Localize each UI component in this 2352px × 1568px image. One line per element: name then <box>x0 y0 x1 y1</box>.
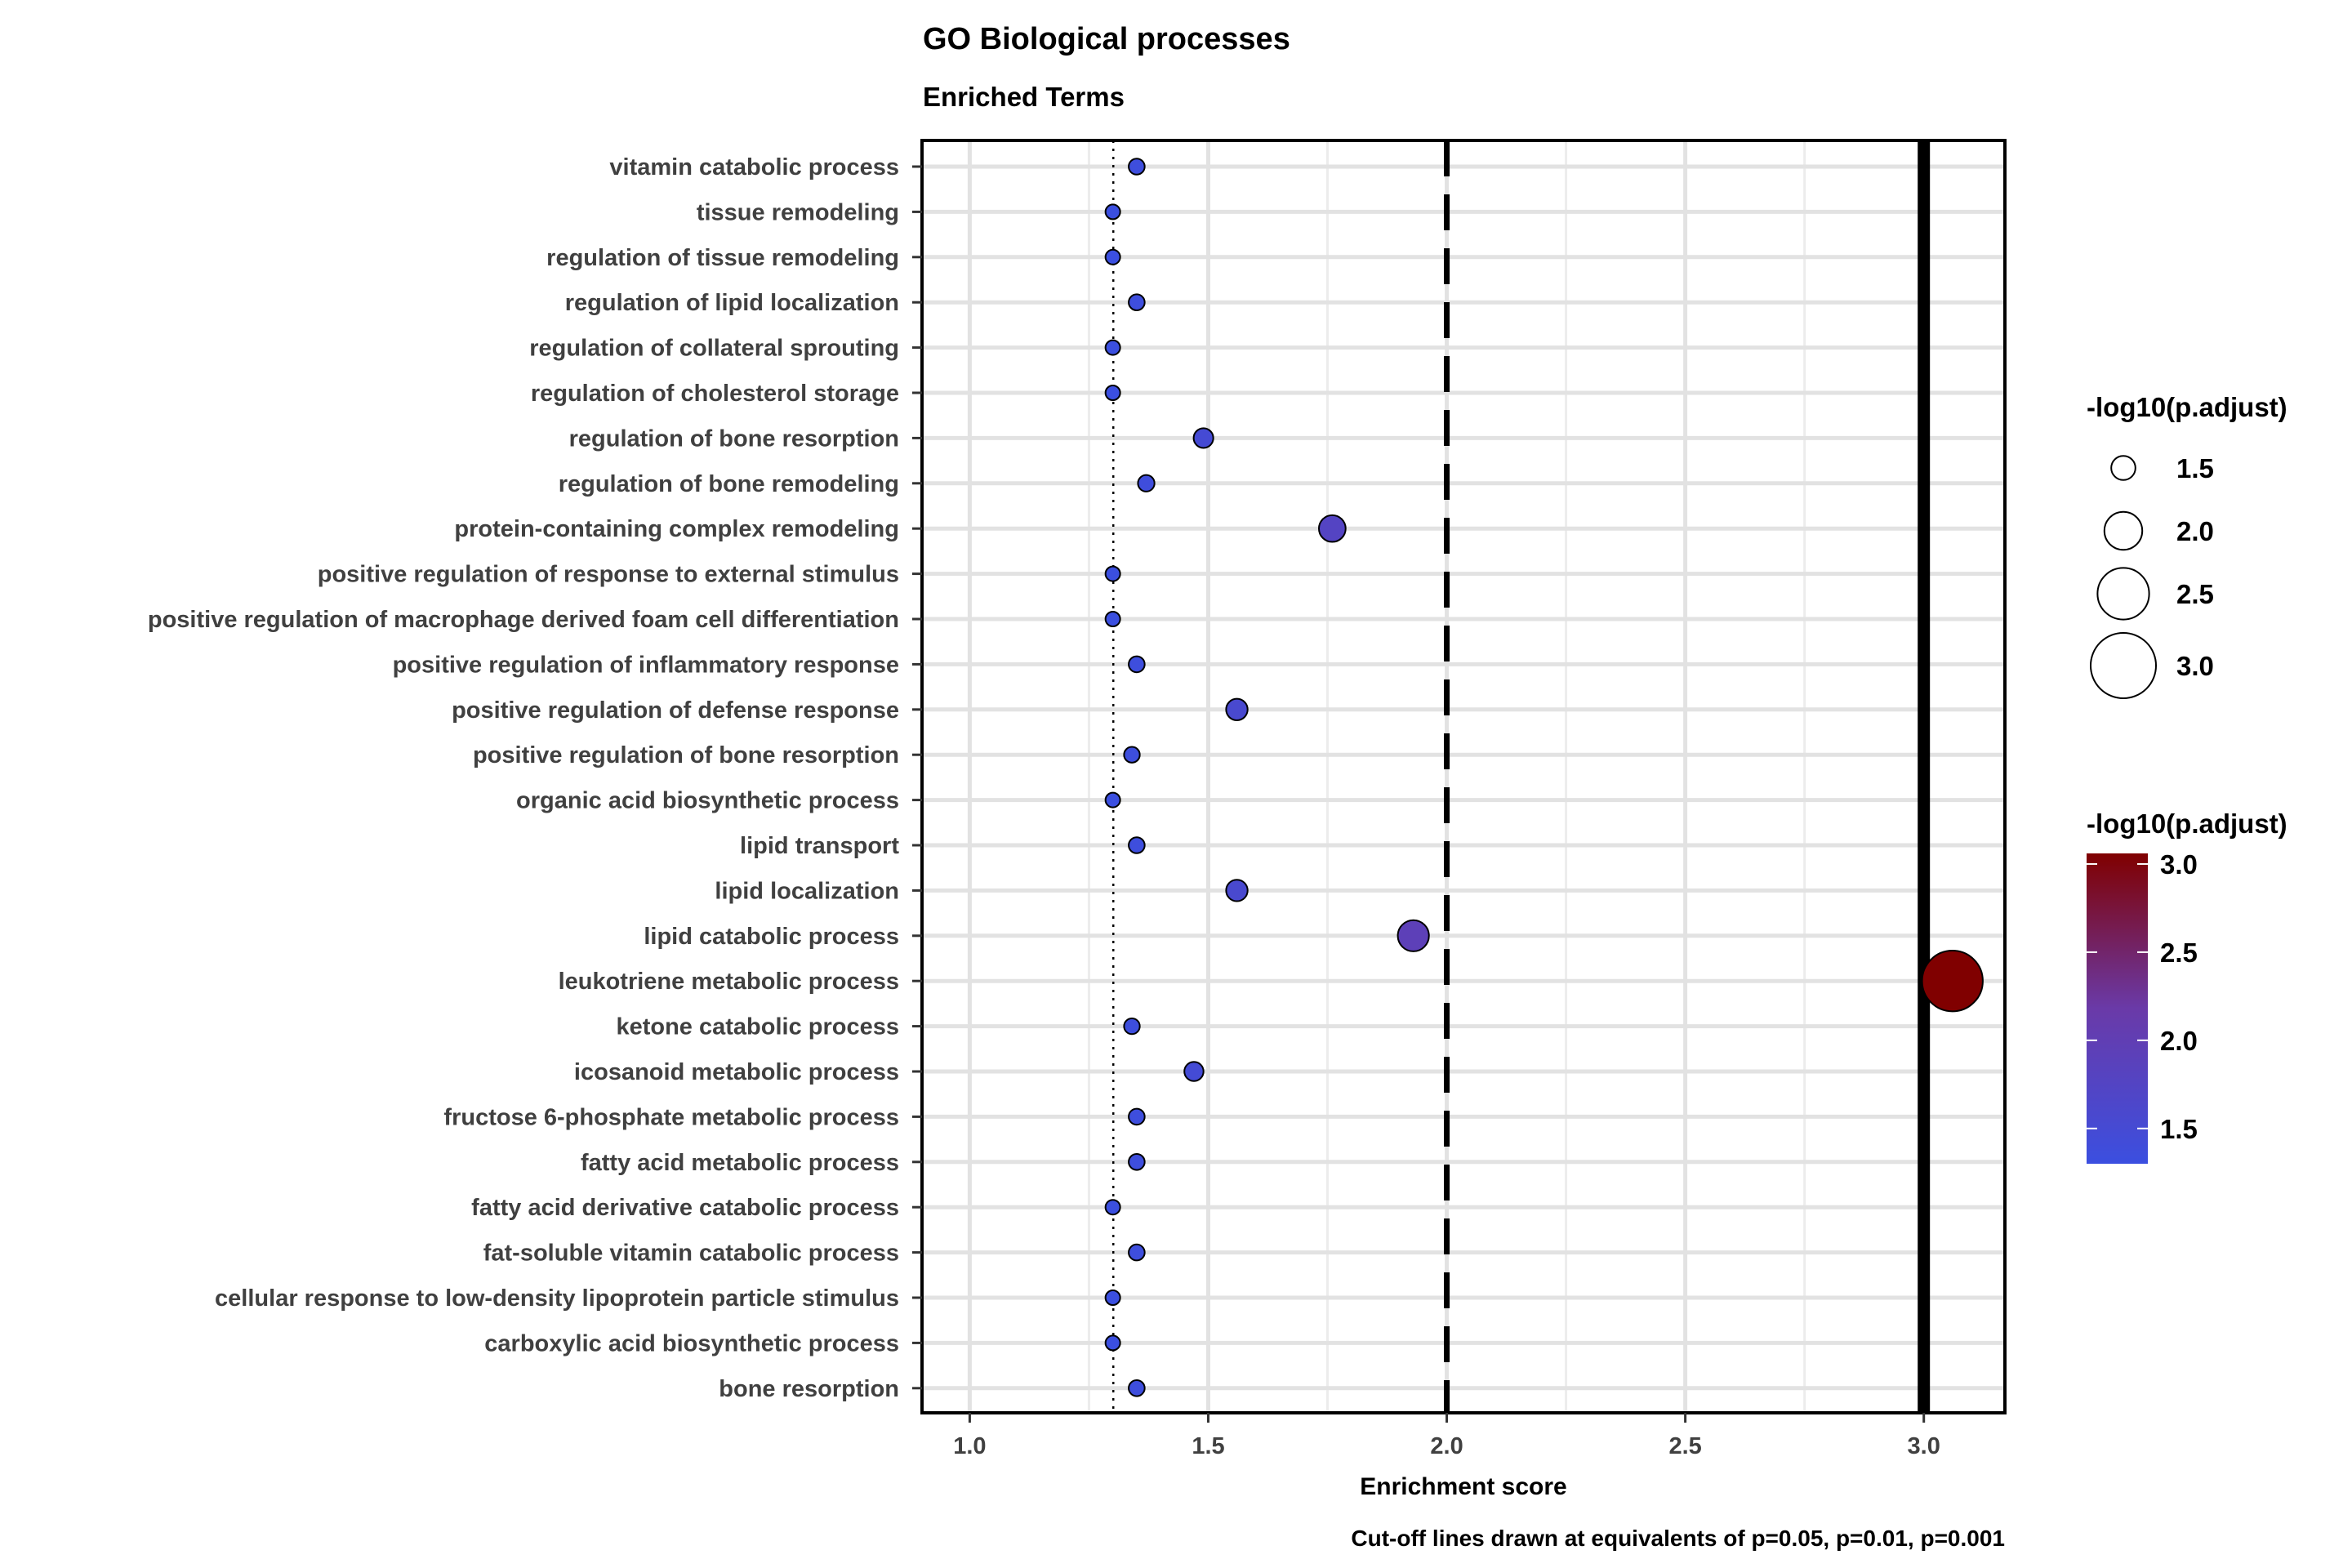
data-point <box>1104 1290 1121 1306</box>
data-point <box>1128 293 1146 312</box>
y-tick-label: regulation of tissue remodeling <box>546 245 899 271</box>
y-tick-label: lipid transport <box>740 833 899 859</box>
data-point <box>1104 339 1121 356</box>
x-tick-label: 1.0 <box>953 1433 986 1459</box>
data-point <box>1128 1107 1146 1126</box>
y-tick-label: ketone catabolic process <box>616 1014 899 1040</box>
y-tick-label: protein-containing complex remodeling <box>454 516 899 542</box>
y-tick-label: positive regulation of macrophage derive… <box>148 607 899 633</box>
data-point <box>1104 248 1121 265</box>
y-tick-label: regulation of bone remodeling <box>559 471 899 497</box>
y-tick-label: regulation of lipid localization <box>565 290 899 316</box>
y-tick-label: regulation of collateral sprouting <box>529 336 899 362</box>
data-point <box>1123 746 1141 764</box>
size-legend-circle <box>2103 510 2144 551</box>
color-legend-label: 2.0 <box>2160 1026 2198 1056</box>
y-tick-label: vitamin catabolic process <box>609 154 899 180</box>
data-point <box>1104 385 1121 401</box>
data-point <box>1104 611 1121 627</box>
y-tick-label: positive regulation of defense response <box>452 697 899 724</box>
y-tick-label: lipid catabolic process <box>644 924 899 950</box>
y-tick-label: positive regulation of inflammatory resp… <box>393 652 899 678</box>
chart-title: GO Biological processes <box>923 22 1290 56</box>
data-point <box>1104 203 1121 220</box>
y-tick-label: organic acid biosynthetic process <box>516 788 899 814</box>
data-point <box>1104 791 1121 808</box>
data-point <box>1104 565 1121 582</box>
y-tick-label: fat-soluble vitamin catabolic process <box>483 1241 899 1267</box>
y-tick-label: tissue remodeling <box>697 199 899 225</box>
data-point <box>1128 1243 1146 1262</box>
chart-caption: Cut-off lines drawn at equivalents of p=… <box>1351 1526 2005 1551</box>
data-point <box>1183 1061 1205 1082</box>
x-tick-label: 3.0 <box>1908 1433 1940 1459</box>
size-legend-title: -log10(p.adjust) <box>2087 392 2287 422</box>
data-point <box>1128 158 1146 176</box>
size-legend-label: 2.5 <box>2176 579 2214 609</box>
data-point <box>1137 474 1156 492</box>
y-tick-label: carboxylic acid biosynthetic process <box>484 1330 899 1356</box>
y-tick-label: bone resorption <box>719 1376 899 1402</box>
y-tick-label: regulation of cholesterol storage <box>531 381 899 407</box>
y-tick-label: cellular response to low-density lipopro… <box>215 1285 899 1312</box>
size-legend-label: 1.5 <box>2176 453 2214 483</box>
data-point <box>1104 1199 1121 1216</box>
y-tick-label: positive regulation of response to exter… <box>318 562 899 588</box>
chart-subtitle: Enriched Terms <box>923 82 1125 112</box>
y-tick-label: icosanoid metabolic process <box>574 1059 899 1085</box>
color-legend-label: 1.5 <box>2160 1114 2198 1144</box>
size-legend: -log10(p.adjust) 1.5 2.0 2.5 3.0 <box>2087 392 2287 700</box>
y-tick-label: fatty acid derivative catabolic process <box>471 1195 899 1221</box>
data-point <box>1225 879 1249 902</box>
size-legend-label: 2.0 <box>2176 516 2214 546</box>
y-tick-label: regulation of bone resorption <box>569 425 899 452</box>
size-legend-circle <box>2089 631 2158 700</box>
data-point <box>1396 919 1430 952</box>
color-legend-label: 3.0 <box>2160 849 2198 880</box>
data-point <box>1318 514 1347 543</box>
y-tick-label: leukotriene metabolic process <box>559 969 899 995</box>
x-tick-label: 1.5 <box>1192 1433 1224 1459</box>
color-legend-label: 2.5 <box>2160 938 2198 968</box>
data-point <box>1123 1017 1141 1036</box>
data-point <box>1128 655 1146 674</box>
data-point <box>1128 1153 1146 1171</box>
x-tick-label: 2.0 <box>1430 1433 1463 1459</box>
data-point <box>1128 1379 1146 1397</box>
size-legend-circle <box>2110 455 2136 481</box>
plot-panel-border <box>920 139 2007 1414</box>
data-point <box>1192 427 1214 449</box>
y-tick-label: fructose 6-phosphate metabolic process <box>443 1104 899 1130</box>
data-point <box>1225 697 1249 721</box>
color-legend-title: -log10(p.adjust) <box>2087 808 2287 839</box>
color-legend: -log10(p.adjust) 3.0 2.5 2.0 1.5 <box>2087 808 2287 1164</box>
y-tick-label: lipid localization <box>715 878 899 904</box>
data-point <box>1104 1334 1121 1352</box>
size-legend-label: 3.0 <box>2176 651 2214 681</box>
y-tick-label: positive regulation of bone resorption <box>473 742 899 768</box>
x-axis-label: Enrichment score <box>1360 1473 1566 1500</box>
x-tick-label: 2.5 <box>1668 1433 1701 1459</box>
color-bar <box>2087 853 2148 1164</box>
y-tick-label: fatty acid metabolic process <box>581 1150 899 1176</box>
size-legend-circle <box>2096 567 2150 621</box>
data-point <box>1921 950 1984 1013</box>
data-point <box>1128 836 1146 854</box>
